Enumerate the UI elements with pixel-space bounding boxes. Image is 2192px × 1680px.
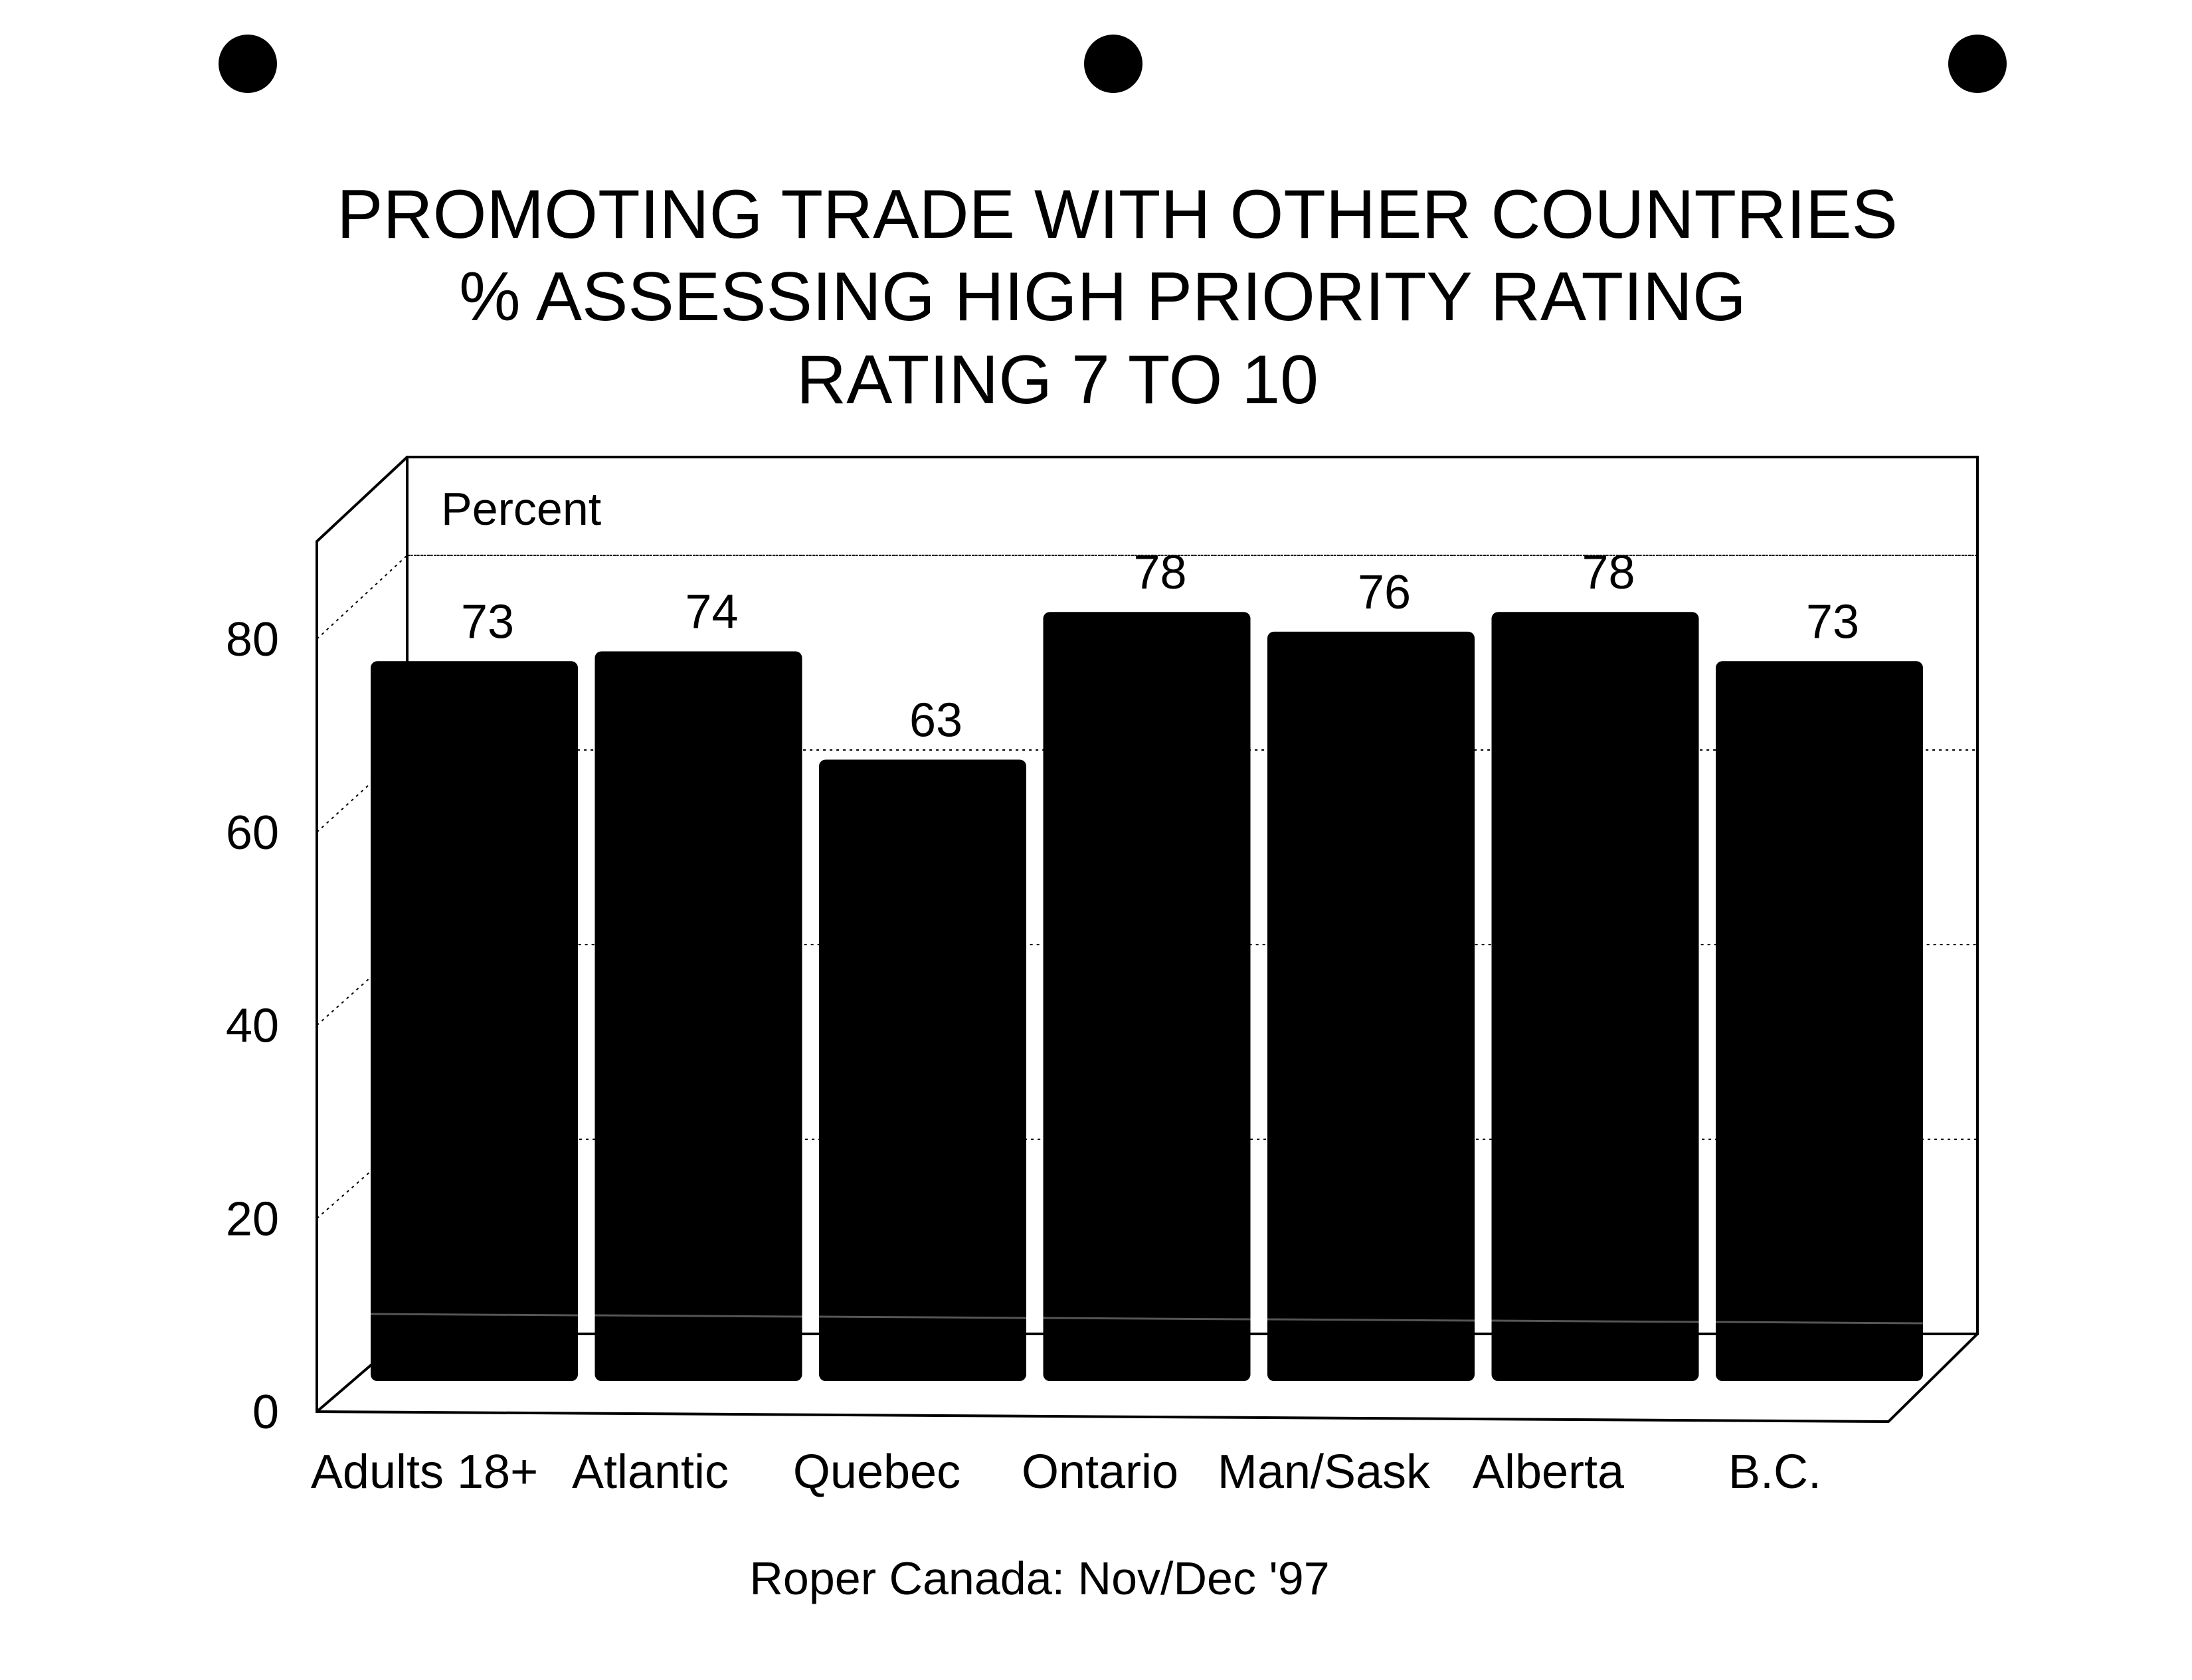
y-tick-labels: 0 20 40 60 80 bbox=[226, 613, 279, 1439]
bar-base-edge bbox=[1715, 1321, 1924, 1325]
bar-adults-18- bbox=[371, 661, 578, 1382]
bar-atlantic bbox=[594, 651, 802, 1381]
y-tick-label: 20 bbox=[226, 1192, 279, 1246]
bar-base-edge bbox=[594, 1314, 802, 1318]
bar-ontario bbox=[1043, 612, 1251, 1381]
data-label: 78 bbox=[1582, 546, 1635, 599]
y-tick-label: 0 bbox=[252, 1386, 279, 1439]
data-label: 78 bbox=[1133, 546, 1186, 599]
bar-quebec bbox=[819, 759, 1026, 1381]
x-tick-label: Atlantic bbox=[572, 1446, 729, 1499]
bars: 73 74 63 78 76 78 73 bbox=[370, 546, 1924, 1382]
category-labels: Adults 18+ Atlantic Quebec Ontario Man/Sask A… bbox=[311, 1446, 1821, 1499]
y-tick-label: 60 bbox=[226, 806, 279, 860]
bar-alberta bbox=[1491, 612, 1699, 1381]
punch-hole-center bbox=[1084, 35, 1142, 93]
bar-base-edge bbox=[1267, 1318, 1475, 1322]
chart-title-line-2: % ASSESSING HIGH PRIORITY RATING bbox=[459, 258, 1746, 335]
y-axis-label: Percent bbox=[441, 483, 601, 535]
source-note: Roper Canada: Nov/Dec '97 bbox=[749, 1552, 1329, 1604]
data-label: 63 bbox=[909, 694, 962, 747]
x-tick-label: Alberta bbox=[1473, 1446, 1625, 1499]
bar-base-edge bbox=[370, 1313, 579, 1317]
data-label: 74 bbox=[685, 585, 738, 638]
x-tick-label: Ontario bbox=[1022, 1446, 1178, 1499]
data-label: 73 bbox=[1806, 595, 1859, 648]
bar-base-edge bbox=[1491, 1319, 1699, 1323]
gridline bbox=[316, 555, 1977, 640]
y-tick-label: 80 bbox=[226, 613, 279, 666]
punch-hole-left bbox=[219, 35, 277, 93]
data-label: 76 bbox=[1358, 566, 1411, 619]
x-tick-label: Man/Sask bbox=[1218, 1446, 1431, 1499]
bar-base-edge bbox=[1043, 1317, 1251, 1321]
punch-hole-right bbox=[1948, 35, 2007, 93]
chart-title-line-3: RATING 7 TO 10 bbox=[796, 341, 1319, 419]
bar-b-c- bbox=[1716, 661, 1923, 1382]
data-label: 73 bbox=[461, 595, 514, 648]
x-tick-label: Quebec bbox=[793, 1446, 960, 1499]
x-tick-label: B.C. bbox=[1728, 1446, 1821, 1499]
bar-man-sask bbox=[1267, 631, 1475, 1381]
x-tick-label: Adults 18+ bbox=[311, 1446, 538, 1499]
chart-title-line-1: PROMOTING TRADE WITH OTHER COUNTRIES bbox=[337, 176, 1898, 253]
bar-base-edge bbox=[818, 1315, 1027, 1319]
y-tick-label: 40 bbox=[226, 1000, 279, 1053]
